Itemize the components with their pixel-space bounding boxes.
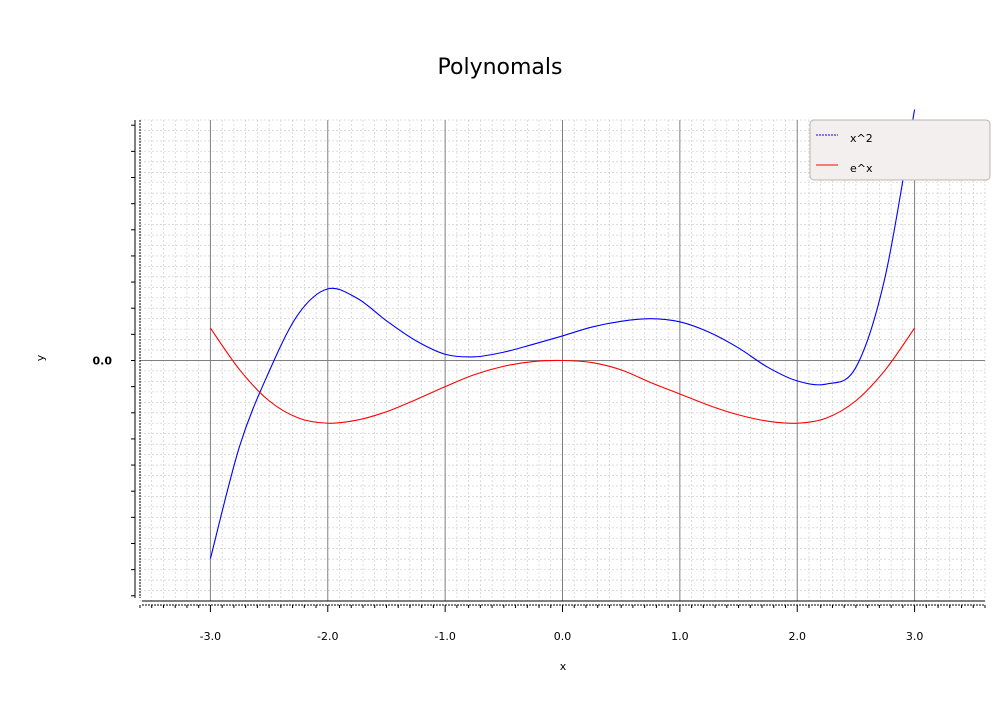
y-ticks <box>131 124 135 597</box>
chart-title: Polynomals <box>438 55 563 80</box>
x-tick-label: -3.0 <box>200 630 221 643</box>
series-line-e-x <box>209 327 916 424</box>
x-ticks: -3.0 -2.0 -1.0 0.0 1.0 2.0 3.0 <box>139 605 986 643</box>
legend-label-e-x: e^x <box>850 162 873 175</box>
x-tick-label: 1.0 <box>671 630 689 643</box>
legend-box <box>809 119 991 181</box>
series-group <box>209 109 916 559</box>
legend: x^2 e^x <box>809 119 991 181</box>
x-tick-label: 2.0 <box>788 630 806 643</box>
series-line-x-squared <box>209 109 916 559</box>
x-tick-label: 3.0 <box>906 630 924 643</box>
x-axis-label: x <box>560 660 567 673</box>
x-tick-label: -2.0 <box>317 630 338 643</box>
x-tick-label: 0.0 <box>554 630 572 643</box>
x-tick-label: -1.0 <box>434 630 455 643</box>
y-axis-label: y <box>34 354 47 361</box>
y-tick-label-zero: 0.0 <box>93 355 113 368</box>
legend-label-x-squared: x^2 <box>850 132 873 145</box>
axes <box>134 120 985 606</box>
